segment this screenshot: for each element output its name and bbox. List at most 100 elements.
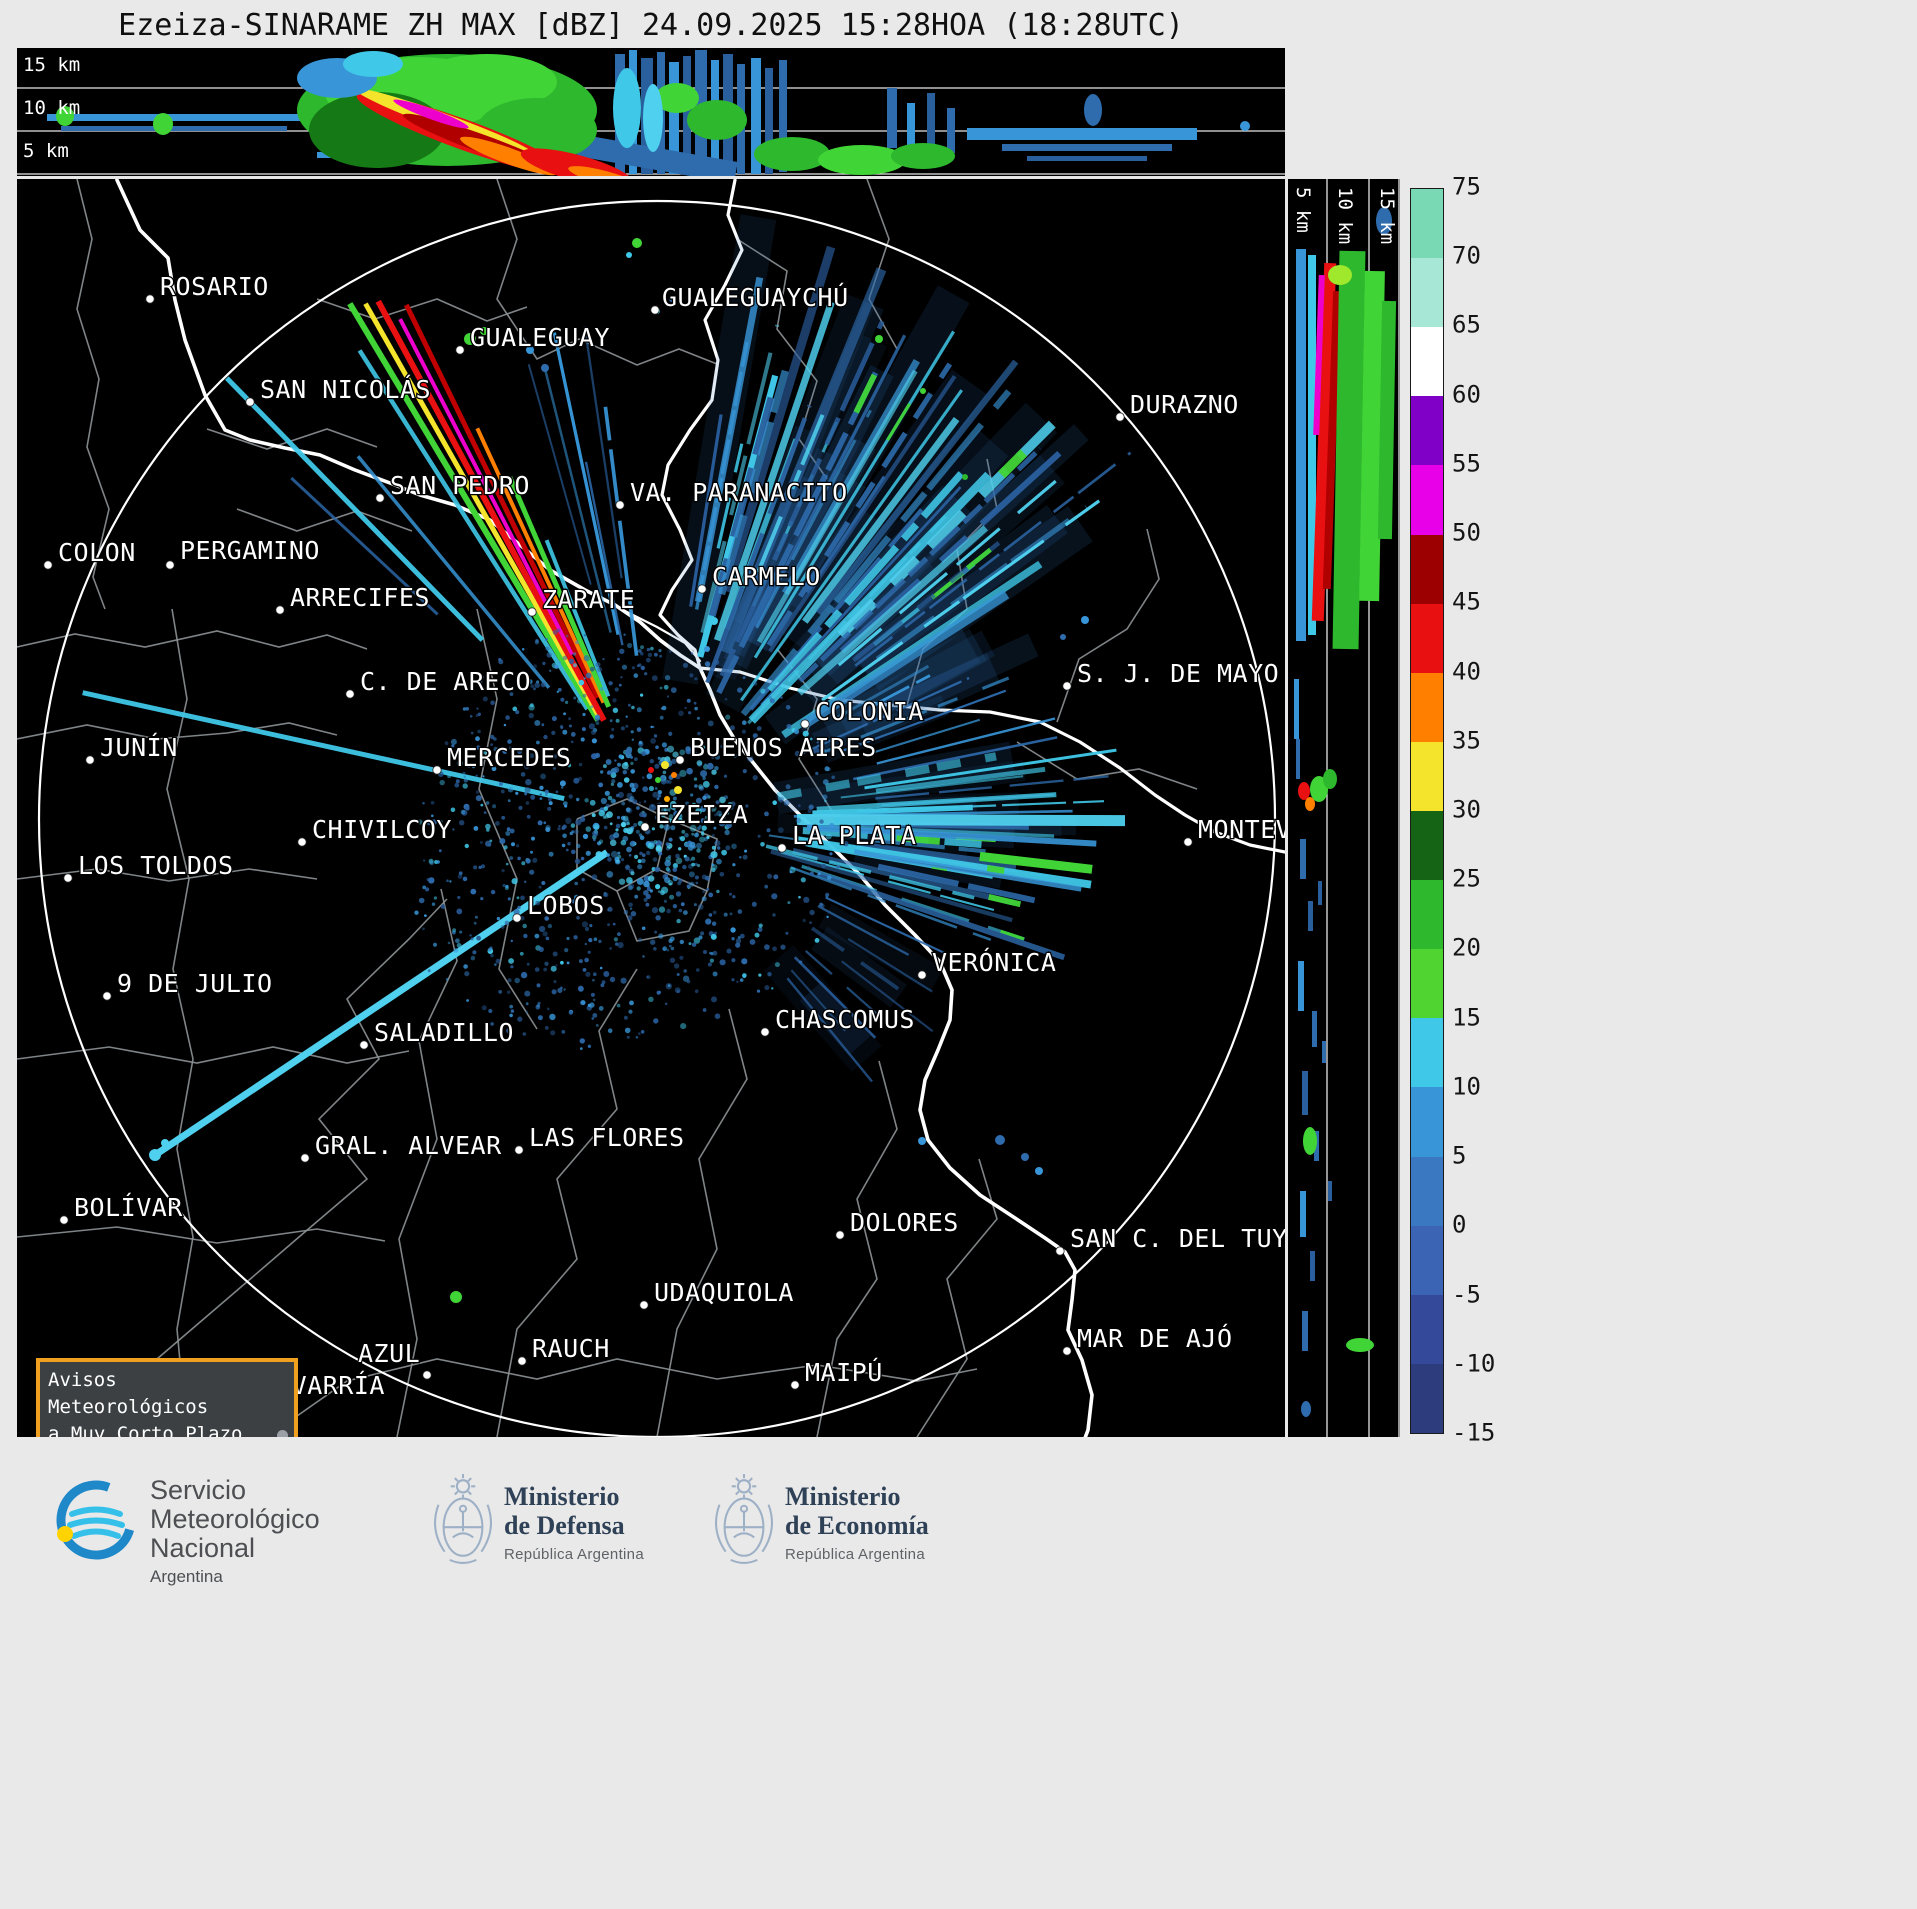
economia-crest-icon [706, 1472, 782, 1570]
clutter-dot [481, 1005, 487, 1011]
clutter-dot [664, 675, 671, 681]
clutter-dot [679, 955, 684, 960]
clutter-dot [453, 948, 459, 953]
clutter-dot [471, 764, 476, 769]
clutter-dot [625, 865, 631, 871]
clutter-dot [598, 839, 604, 844]
clutter-dot [509, 828, 515, 834]
clutter-dot [633, 823, 638, 827]
echo-spoke [806, 824, 1097, 847]
clutter-dot [710, 933, 717, 940]
echo-spoke [404, 303, 601, 699]
smn-country: Argentina [150, 1567, 223, 1586]
clutter-dot [612, 922, 616, 926]
clutter-dot [545, 646, 550, 651]
clutter-dot [721, 849, 727, 856]
clutter-dot [695, 797, 702, 804]
clutter-dot [615, 793, 620, 798]
clutter-dot [716, 810, 723, 817]
clutter-dot [493, 746, 499, 752]
clutter-dot [620, 726, 625, 731]
border-line [656, 1008, 748, 1437]
clutter-dot [482, 696, 488, 702]
clutter-dot [824, 799, 827, 803]
clutter-dot [587, 950, 591, 954]
colorbar-tick: -5 [1452, 1280, 1481, 1309]
warning-box[interactable]: Avisos Meteorológicos a Muy Corto Plazo [36, 1358, 298, 1437]
clutter-dot [793, 728, 800, 735]
clutter-dot [615, 942, 619, 946]
clutter-dot [655, 815, 661, 821]
clutter-dot [684, 856, 690, 862]
clutter-dot [821, 748, 826, 753]
clutter-dot [712, 910, 717, 915]
clutter-dot [604, 790, 610, 796]
clutter-dot [592, 894, 595, 898]
clutter-dot [635, 829, 640, 834]
echo-blob [754, 137, 830, 171]
clutter-dot [462, 771, 466, 775]
clutter-dot [534, 720, 541, 726]
echo-spoke [966, 547, 992, 570]
clutter-dot [526, 962, 530, 966]
clutter-dot [480, 864, 486, 869]
clutter-dot [730, 927, 736, 933]
city-dot [145, 294, 155, 304]
clutter-dot [642, 786, 649, 792]
echo-spoke [798, 446, 1043, 683]
clutter-dot [457, 895, 461, 900]
clutter-dot [591, 1017, 594, 1020]
clutter-dot [544, 789, 549, 794]
clutter-dot [547, 797, 552, 802]
clutter-dot [475, 736, 480, 742]
clutter-dot [722, 815, 726, 820]
clutter-dot [610, 798, 616, 804]
echo-dot [710, 617, 718, 625]
clutter-dot [655, 915, 661, 921]
city-label: LA PLATA [792, 821, 916, 850]
clutter-dot [691, 832, 695, 836]
clutter-dot [710, 851, 718, 859]
clutter-dot [654, 787, 658, 790]
clutter-dot [559, 724, 564, 729]
clutter-dot [689, 859, 692, 862]
clutter-dot [819, 819, 824, 824]
clutter-dot [731, 937, 735, 941]
clutter-dot [780, 944, 786, 950]
clutter-dot [611, 779, 616, 784]
clutter-dot [778, 827, 784, 833]
colorbar-tick: 40 [1452, 657, 1481, 686]
clutter-dot [724, 795, 728, 800]
clutter-dot [466, 999, 469, 1002]
clutter-dot [523, 763, 530, 770]
clutter-dot [717, 846, 721, 850]
vertical-profile-side-panel: 5 km 10 km 15 km [1288, 179, 1400, 1437]
clutter-dot [553, 766, 556, 770]
echo-spoke [700, 324, 780, 634]
clutter-dot [608, 681, 613, 686]
clutter-dot [542, 661, 546, 666]
clutter-dot [700, 931, 705, 936]
clutter-dot [470, 888, 477, 895]
echo-spoke [796, 525, 989, 696]
clutter-dot [623, 909, 629, 915]
clutter-dot [490, 743, 493, 746]
clutter-dot [638, 1032, 641, 1035]
clutter-dot [679, 749, 686, 756]
clutter-dot [582, 968, 587, 972]
border-line [476, 608, 538, 1030]
clutter-dot [602, 815, 607, 819]
ministry-name-line: de Economía [785, 1511, 929, 1540]
clutter-dot [505, 884, 509, 889]
echo-spoke [765, 844, 975, 900]
border-line [91, 898, 448, 1437]
clutter-dot [414, 910, 419, 915]
clutter-dot [628, 1009, 633, 1014]
clutter-dot [693, 701, 697, 705]
clutter-dot [625, 715, 628, 718]
clutter-dot [658, 933, 664, 939]
border-line [17, 1226, 386, 1244]
clutter-dot [456, 943, 462, 948]
clutter-dot [507, 978, 512, 983]
clutter-dot [506, 686, 511, 692]
